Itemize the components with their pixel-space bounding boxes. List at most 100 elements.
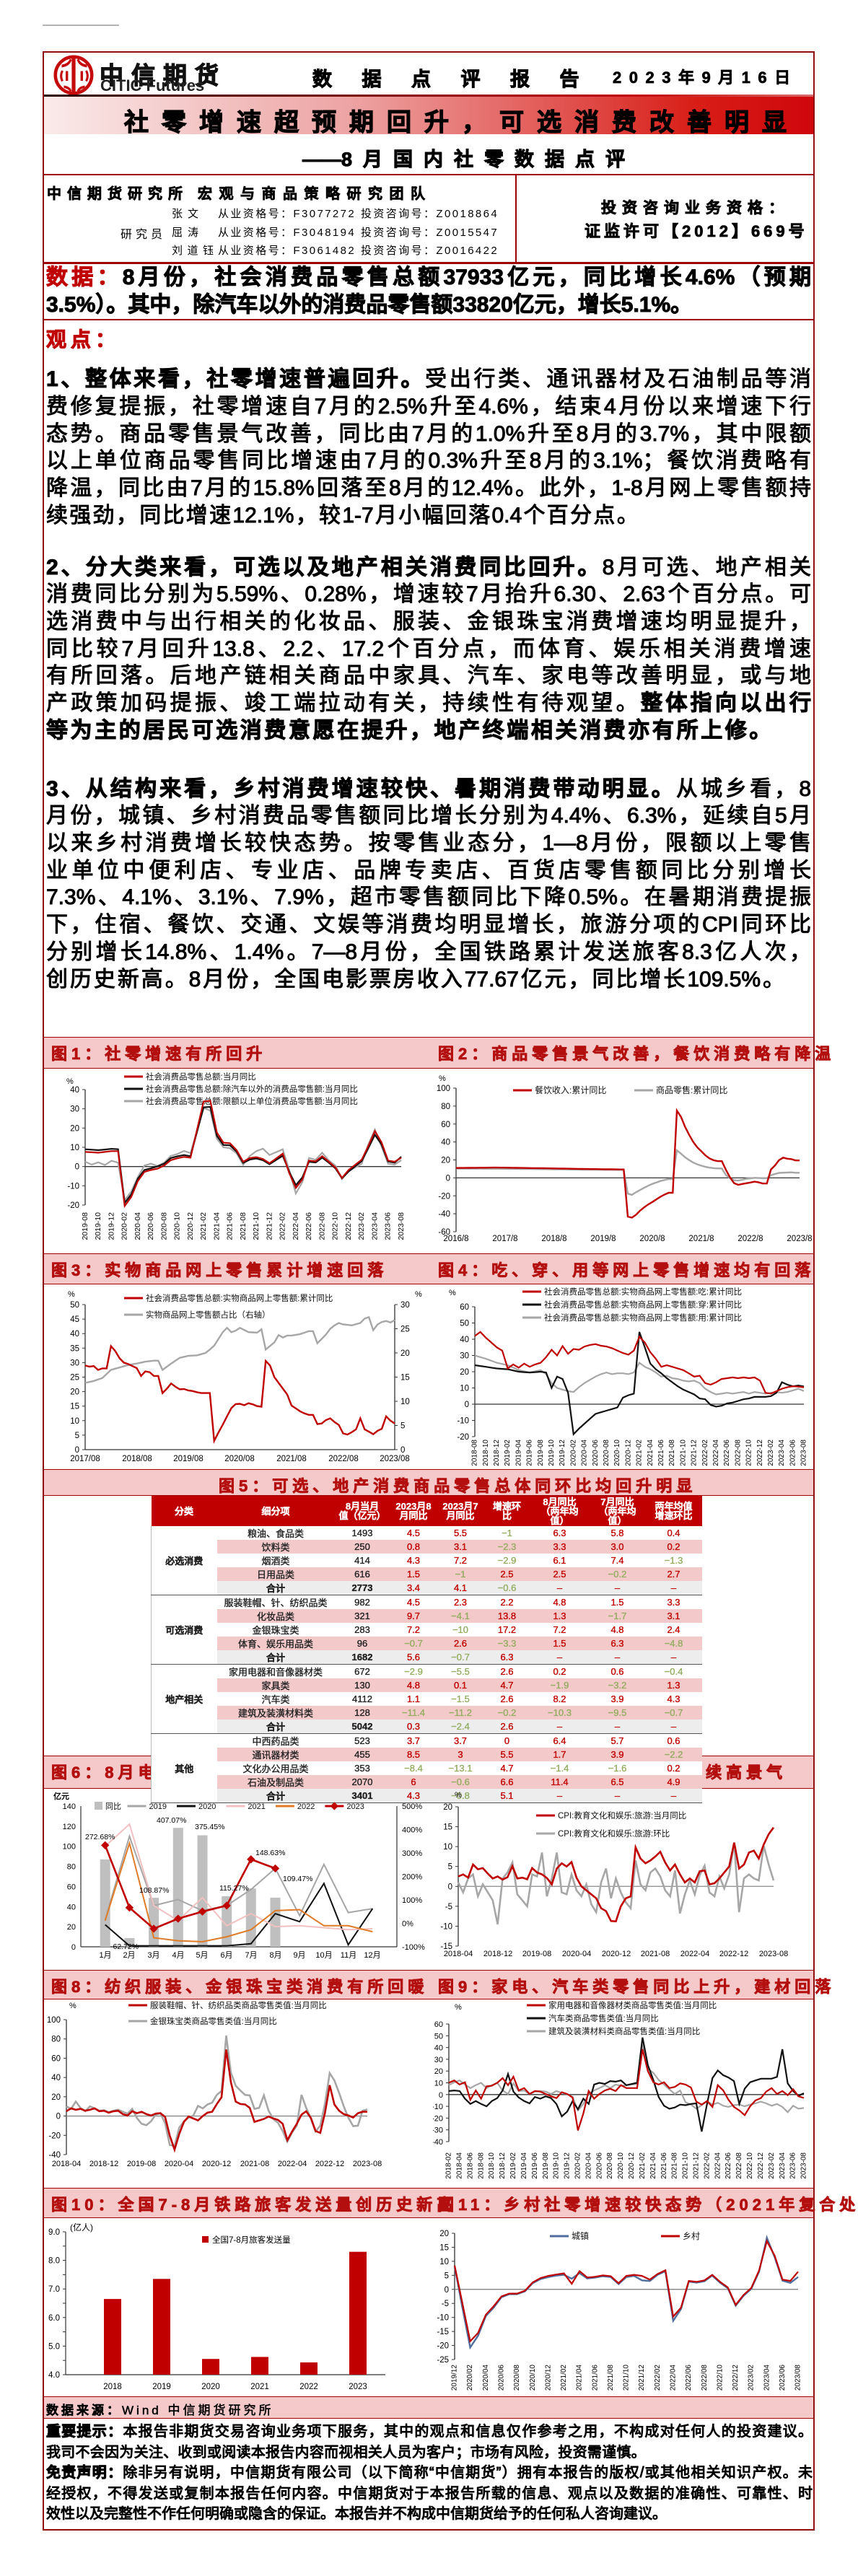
svg-text:9.0: 9.0: [48, 2228, 60, 2237]
svg-text:-5: -5: [445, 1903, 452, 1911]
svg-text:2023-02: 2023-02: [768, 2152, 776, 2179]
svg-text:2018-04: 2018-04: [52, 2160, 81, 2168]
svg-text:30: 30: [400, 1301, 410, 1310]
svg-text:2023/08: 2023/08: [380, 1455, 410, 1463]
svg-text:25: 25: [70, 1374, 79, 1383]
svg-text:45: 45: [70, 1315, 79, 1324]
svg-text:2023-06: 2023-06: [384, 1212, 393, 1240]
svg-text:%: %: [68, 1290, 75, 1299]
svg-text:1月: 1月: [99, 1951, 111, 1960]
svg-text:2019-08: 2019-08: [542, 2152, 550, 2179]
svg-text:2023/06: 2023/06: [779, 2365, 787, 2391]
svg-text:2023-04: 2023-04: [779, 2152, 787, 2179]
svg-text:-100%: -100%: [402, 1943, 425, 1952]
svg-text:40: 40: [67, 1903, 76, 1911]
svg-text:2021-08: 2021-08: [240, 2160, 269, 2168]
svg-text:10: 10: [439, 2258, 449, 2266]
svg-text:15: 15: [400, 1374, 410, 1383]
svg-text:80: 80: [67, 1863, 76, 1872]
svg-text:2021-12: 2021-12: [265, 1212, 273, 1240]
svg-text:0: 0: [448, 1883, 452, 1891]
svg-text:-20: -20: [67, 1201, 79, 1210]
svg-text:-15: -15: [437, 2328, 449, 2336]
svg-text:0: 0: [56, 2113, 61, 2121]
svg-text:30: 30: [70, 1105, 79, 1114]
svg-text:2023-02: 2023-02: [767, 1440, 775, 1466]
svg-text:2023: 2023: [349, 2383, 367, 2391]
svg-text:30: 30: [434, 2056, 443, 2064]
svg-text:乡村: 乡村: [683, 2231, 700, 2241]
svg-text:80: 80: [51, 2036, 61, 2044]
svg-text:500%: 500%: [402, 1802, 422, 1811]
svg-text:2020-02: 2020-02: [574, 2152, 582, 2179]
svg-text:60: 60: [441, 1121, 450, 1129]
svg-text:2019-04: 2019-04: [515, 1440, 522, 1466]
svg-text:100: 100: [437, 1085, 450, 1093]
svg-text:30: 30: [70, 1359, 79, 1367]
svg-text:2022-06: 2022-06: [305, 1212, 313, 1240]
svg-text:5: 5: [448, 1863, 452, 1872]
svg-text:2023-08: 2023-08: [800, 1440, 808, 1466]
svg-text:100%: 100%: [402, 1896, 422, 1905]
svg-text:20: 20: [67, 1923, 76, 1932]
svg-text:2018-12: 2018-12: [493, 1440, 501, 1466]
svg-text:2020-08: 2020-08: [159, 1212, 168, 1240]
svg-text:-30: -30: [433, 2126, 443, 2135]
svg-text:2022-12: 2022-12: [756, 1440, 764, 1466]
svg-text:同比: 同比: [105, 1802, 121, 1811]
svg-text:-40: -40: [438, 1210, 450, 1219]
svg-text:2021/08: 2021/08: [607, 2365, 615, 2391]
svg-text:2021-02: 2021-02: [636, 1440, 644, 1466]
svg-text:-10: -10: [440, 1922, 452, 1931]
svg-text:-20: -20: [433, 2114, 443, 2123]
svg-text:2020-04: 2020-04: [165, 2160, 193, 2168]
svg-text:社会消费品零售总额:实物商品网上零售额:累计同比: 社会消费品零售总额:实物商品网上零售额:累计同比: [146, 1293, 333, 1303]
svg-text:2020/10: 2020/10: [529, 2365, 537, 2391]
svg-text:2021-10: 2021-10: [682, 2152, 690, 2179]
svg-text:2018-04: 2018-04: [444, 1950, 473, 1958]
svg-text:0: 0: [446, 1174, 450, 1183]
svg-text:2022/8: 2022/8: [737, 1235, 763, 1243]
svg-text:2019-08: 2019-08: [81, 1212, 89, 1240]
svg-text:2021/10: 2021/10: [623, 2365, 631, 2391]
svg-text:100: 100: [47, 2016, 61, 2025]
svg-text:20: 20: [434, 2067, 443, 2076]
svg-text:2019/08: 2019/08: [173, 1455, 203, 1463]
svg-text:2021/02: 2021/02: [560, 2365, 568, 2391]
svg-text:2023-04: 2023-04: [370, 1212, 379, 1240]
svg-text:20: 20: [70, 1388, 79, 1397]
svg-text:2021-04: 2021-04: [649, 2152, 657, 2179]
svg-text:2021-10: 2021-10: [252, 1212, 261, 1240]
svg-text:2020: 2020: [198, 1802, 216, 1811]
svg-text:社会消费品零售总额:实物商品网上零售额:用:累计同比: 社会消费品零售总额:实物商品网上零售额:用:累计同比: [544, 1313, 742, 1323]
svg-text:2021: 2021: [248, 1802, 265, 1811]
svg-text:2023/08: 2023/08: [794, 2365, 802, 2391]
svg-text:-20: -20: [437, 2342, 449, 2351]
svg-text:25: 25: [400, 1326, 410, 1334]
svg-text:2019-08: 2019-08: [522, 1950, 551, 1958]
svg-text:2020-04: 2020-04: [581, 1440, 589, 1466]
svg-text:2019-12: 2019-12: [559, 1440, 566, 1466]
svg-text:0: 0: [75, 1446, 79, 1455]
svg-text:272.68%: 272.68%: [85, 1833, 115, 1841]
svg-text:2019/8: 2019/8: [590, 1235, 616, 1243]
svg-text:2020-08: 2020-08: [606, 2152, 614, 2179]
svg-text:40: 40: [70, 1086, 79, 1095]
svg-text:2022/12: 2022/12: [732, 2365, 740, 2391]
svg-text:2020-12: 2020-12: [602, 1950, 631, 1958]
svg-text:2021/06: 2021/06: [591, 2365, 599, 2391]
svg-text:2023-06: 2023-06: [789, 1440, 797, 1466]
svg-text:2019/12: 2019/12: [451, 2365, 459, 2391]
svg-text:2018-12: 2018-12: [499, 2152, 507, 2179]
svg-text:-20: -20: [48, 2132, 61, 2140]
svg-text:2022-12: 2022-12: [315, 2160, 344, 2168]
svg-text:社会消费品零售总额:当月同比: 社会消费品零售总额:当月同比: [146, 1072, 256, 1082]
svg-text:2022/06: 2022/06: [685, 2365, 693, 2391]
svg-text:0: 0: [465, 1401, 469, 1409]
svg-text:%: %: [455, 1791, 462, 1800]
svg-text:3月: 3月: [147, 1951, 159, 1960]
svg-text:2020-12: 2020-12: [628, 2152, 636, 2179]
svg-text:2021-08: 2021-08: [671, 2152, 679, 2179]
svg-text:-10: -10: [457, 1417, 469, 1426]
svg-text:2018-10: 2018-10: [482, 1440, 490, 1466]
